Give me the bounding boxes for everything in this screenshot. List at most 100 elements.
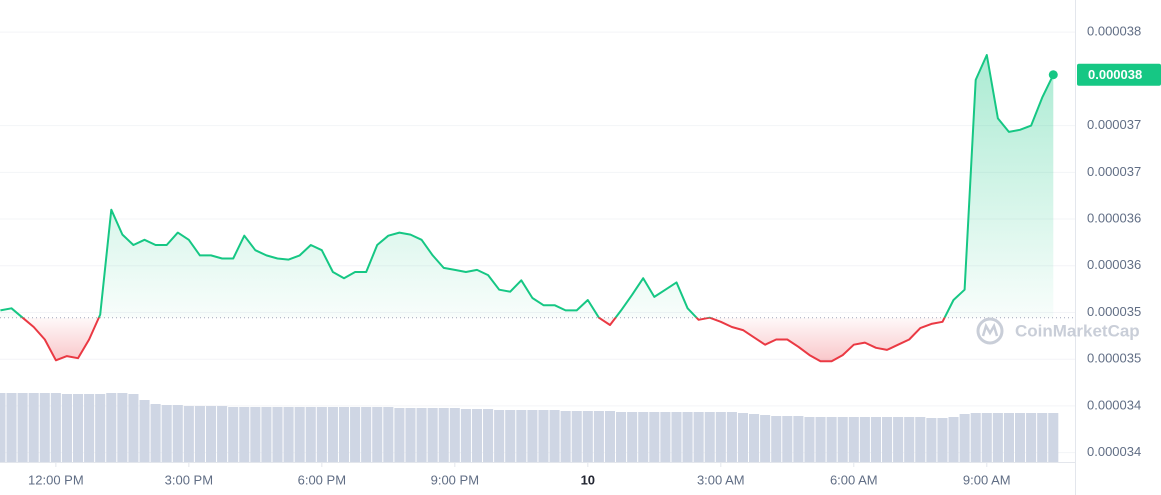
volume-bar bbox=[638, 412, 649, 462]
volume-bar bbox=[449, 408, 460, 462]
y-tick-label: 0.000035 bbox=[1087, 351, 1141, 366]
volume-bar bbox=[870, 417, 881, 462]
volume-bar bbox=[815, 417, 826, 462]
volume-bar bbox=[139, 400, 150, 462]
x-tick-label: 12:00 PM bbox=[28, 472, 84, 487]
volume-bar bbox=[737, 413, 749, 462]
volume-bar bbox=[84, 394, 95, 462]
volume-bar bbox=[0, 393, 6, 462]
volume-bar bbox=[61, 394, 72, 462]
volume-bar bbox=[837, 417, 848, 462]
volume-bar bbox=[616, 412, 627, 462]
volume-bar bbox=[749, 414, 760, 462]
volume-bar bbox=[205, 406, 217, 462]
x-tick-label: 3:00 PM bbox=[165, 472, 213, 487]
volume-bar bbox=[1003, 413, 1014, 462]
y-tick-label: 0.000036 bbox=[1087, 257, 1141, 272]
volume-bar bbox=[915, 417, 926, 462]
volume-bar bbox=[1014, 413, 1026, 462]
y-tick-label: 0.000036 bbox=[1087, 210, 1141, 225]
x-tick-label: 6:00 PM bbox=[298, 472, 346, 487]
volume-bar bbox=[460, 409, 471, 462]
volume-bar bbox=[604, 411, 616, 462]
volume-bar bbox=[183, 406, 194, 462]
volume-bar bbox=[926, 418, 937, 462]
volume-bar bbox=[95, 394, 106, 462]
y-tick-label: 0.000038 bbox=[1087, 24, 1141, 39]
volume-bar bbox=[383, 407, 394, 462]
volume-bar bbox=[128, 394, 139, 462]
volume-bar bbox=[394, 408, 405, 462]
volume-bar bbox=[571, 411, 582, 462]
current-price-tag bbox=[1077, 63, 1161, 86]
volume-bar bbox=[327, 407, 338, 462]
volume-bar bbox=[549, 410, 560, 462]
watermark-logo bbox=[976, 317, 1004, 345]
volume-bar bbox=[39, 393, 50, 462]
volume-bar bbox=[904, 417, 915, 462]
volume-bar bbox=[305, 407, 316, 462]
volume-bar bbox=[161, 405, 172, 462]
volume-bar bbox=[992, 413, 1003, 462]
volume-bar bbox=[17, 393, 28, 462]
volume-bar bbox=[715, 412, 726, 462]
volume-bar bbox=[294, 407, 305, 462]
x-tick-label: 3:00 AM bbox=[697, 472, 745, 487]
volume-bar bbox=[117, 393, 128, 462]
volume-bar bbox=[283, 407, 294, 462]
volume-bar bbox=[316, 407, 327, 462]
volume-bar bbox=[416, 408, 427, 462]
volume-bar bbox=[782, 416, 793, 462]
volume-bar bbox=[593, 411, 604, 462]
volume-bar bbox=[560, 411, 571, 462]
volume-bar bbox=[338, 407, 350, 462]
volume-bar bbox=[582, 411, 593, 462]
volume-bar bbox=[660, 412, 671, 462]
price-line bbox=[0, 54, 1055, 363]
volume-bar bbox=[516, 410, 527, 462]
volume-bar bbox=[372, 407, 383, 462]
y-tick-label: 0.000037 bbox=[1087, 117, 1141, 132]
x-tick-label: 10 bbox=[581, 472, 595, 487]
x-tick-label: 6:00 AM bbox=[830, 472, 878, 487]
volume-bar bbox=[527, 410, 538, 462]
volume-bar bbox=[981, 413, 992, 462]
current-price-label: 0.000038 bbox=[1088, 67, 1142, 82]
volume-bar bbox=[1048, 413, 1059, 462]
volume-bar bbox=[505, 410, 516, 462]
watermark-text: CoinMarketCap bbox=[1015, 321, 1140, 340]
volume-bar bbox=[350, 407, 361, 462]
volume-bar bbox=[771, 416, 782, 462]
volume-bar bbox=[228, 407, 239, 462]
volume-bar bbox=[28, 393, 39, 462]
y-tick-label: 0.000037 bbox=[1087, 164, 1141, 179]
volume-bar bbox=[848, 417, 859, 462]
volume-bar bbox=[793, 416, 804, 462]
volume-bar bbox=[250, 407, 261, 462]
volume-bar bbox=[361, 407, 372, 462]
y-tick-label: 0.000034 bbox=[1087, 444, 1141, 459]
y-tick-label: 0.000035 bbox=[1087, 304, 1141, 319]
volume-bar bbox=[239, 407, 250, 462]
volume-bar bbox=[649, 412, 660, 462]
y-tick-label: 0.000034 bbox=[1087, 397, 1141, 412]
volume-bar bbox=[859, 417, 870, 462]
volume-bar bbox=[150, 404, 161, 462]
volume-bar bbox=[671, 412, 682, 462]
volume-bar bbox=[438, 408, 449, 462]
watermark: CoinMarketCap bbox=[976, 317, 1140, 345]
volume-bar bbox=[106, 393, 117, 462]
watermark-logo-mark bbox=[981, 322, 999, 337]
x-tick-label: 9:00 AM bbox=[963, 472, 1011, 487]
volume-bar bbox=[72, 394, 84, 462]
volume-bar bbox=[272, 407, 283, 462]
volume-bar bbox=[494, 410, 505, 462]
x-tick-label: 9:00 PM bbox=[431, 472, 479, 487]
volume-bar bbox=[194, 406, 205, 462]
volume-bar bbox=[538, 410, 549, 462]
volume-bar bbox=[6, 393, 17, 462]
volume-bar bbox=[948, 417, 959, 462]
volume-bar bbox=[882, 417, 893, 462]
price-area bbox=[0, 55, 1054, 362]
volume-bar bbox=[704, 412, 715, 462]
